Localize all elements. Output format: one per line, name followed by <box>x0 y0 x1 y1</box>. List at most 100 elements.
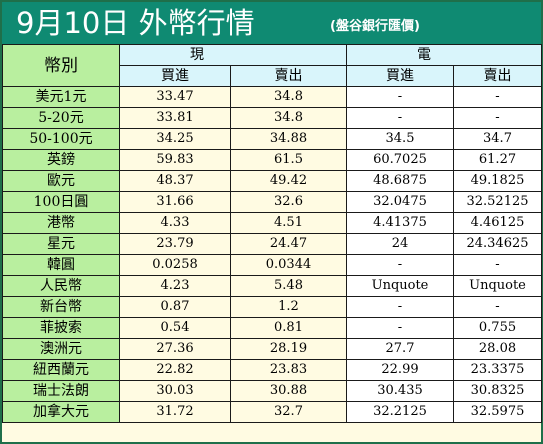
tt-sell-cell: 30.8325 <box>453 380 542 402</box>
header-row-sub: 買進 賣出 買進 賣出 <box>3 65 542 87</box>
tt-buy-cell: - <box>346 296 454 318</box>
tt-sell-cell: Unquote <box>453 275 542 297</box>
tt-buy-cell: 60.7025 <box>346 149 454 171</box>
tt-sell-cell: 28.08 <box>453 338 542 360</box>
cash-sell-cell: 23.83 <box>230 359 347 381</box>
cash-buy-cell: 27.36 <box>119 338 231 360</box>
cash-buy-cell: 0.87 <box>119 296 231 318</box>
tt-sell-cell: 0.755 <box>453 317 542 339</box>
cash-buy-cell: 31.66 <box>119 191 231 213</box>
cash-sell-cell: 49.42 <box>230 170 347 192</box>
currency-name-cell: 港幣 <box>2 212 120 234</box>
cash-sell-cell: 0.0344 <box>230 254 347 276</box>
source-label: (盤谷銀行匯價) <box>330 19 420 34</box>
header-currency: 幣別 <box>2 44 120 87</box>
currency-name-cell: 加拿大元 <box>2 401 120 423</box>
currency-name-cell: 新台幣 <box>2 296 120 318</box>
header-cash-buy: 買進 <box>119 65 231 87</box>
cash-buy-cell: 34.25 <box>119 128 231 150</box>
cash-sell-cell: 32.7 <box>230 401 347 423</box>
currency-name-cell: 美元1元 <box>2 86 120 108</box>
cash-buy-cell: 33.81 <box>119 107 231 129</box>
table-row: 星元 23.79 24.47 24 24.34625 <box>2 233 542 255</box>
currency-name-cell: 歐元 <box>2 170 120 192</box>
table-row: 50-100元 34.25 34.88 34.5 34.7 <box>2 128 542 150</box>
cash-buy-cell: 48.37 <box>119 170 231 192</box>
table-row: 菲披索 0.54 0.81-0.755 <box>2 317 542 339</box>
cash-buy-cell: 31.72 <box>119 401 231 423</box>
cash-buy-cell: 30.03 <box>119 380 231 402</box>
tt-sell-cell: - <box>453 296 542 318</box>
tt-buy-cell: Unquote <box>346 275 454 297</box>
cash-buy-cell: 33.47 <box>119 86 231 108</box>
table-row: 英鎊 59.83 61.5 60.7025 61.27 <box>2 149 542 171</box>
tt-buy-cell: - <box>346 317 454 339</box>
tt-sell-cell: 24.34625 <box>453 233 542 255</box>
currency-name-cell: 5-20元 <box>2 107 120 129</box>
tt-buy-cell: - <box>346 107 454 129</box>
table-row: 紐西蘭元 22.82 23.83 22.99 23.3375 <box>2 359 542 381</box>
table-row: 澳洲元 27.36 28.19 27.7 28.08 <box>2 338 542 360</box>
header-tt-sell: 賣出 <box>453 65 542 87</box>
cash-buy-cell: 4.33 <box>119 212 231 234</box>
cash-buy-cell: 59.83 <box>119 149 231 171</box>
table-row: 歐元 48.37 49.42 48.6875 49.1825 <box>2 170 542 192</box>
cash-buy-cell: 4.23 <box>119 275 231 297</box>
cash-sell-cell: 34.8 <box>230 107 347 129</box>
header-row-group: 幣別 現 鈔 電 匯 <box>2 44 542 87</box>
cash-buy-cell: 22.82 <box>119 359 231 381</box>
title-bar: 9月10日 外幣行情 (盤谷銀行匯價) <box>2 2 541 44</box>
cash-buy-cell: 23.79 <box>119 233 231 255</box>
cash-sell-cell: 5.48 <box>230 275 347 297</box>
tt-buy-cell: 30.435 <box>346 380 454 402</box>
currency-name-cell: 菲披索 <box>2 317 120 339</box>
currency-name-cell: 韓圓 <box>2 254 120 276</box>
currency-name-cell: 英鎊 <box>2 149 120 171</box>
tt-sell-cell: 34.7 <box>453 128 542 150</box>
cash-sell-cell: 0.81 <box>230 317 347 339</box>
table-row: 新台幣 0.87 1.2- - <box>2 296 542 318</box>
tt-sell-cell: 4.46125 <box>453 212 542 234</box>
tt-sell-cell: - <box>453 254 542 276</box>
table-row: 瑞士法朗 30.03 30.88 30.435 30.8325 <box>2 380 542 402</box>
tt-buy-cell: 4.41375 <box>346 212 454 234</box>
table-row: 100日圓 31.66 32.6 32.0475 32.52125 <box>2 191 542 213</box>
currency-name-cell: 100日圓 <box>2 191 120 213</box>
table-row: 人民幣 4.23 5.48 Unquote Unquote <box>2 275 542 297</box>
tt-sell-cell: 61.27 <box>453 149 542 171</box>
header-cash-sell: 賣出 <box>230 65 347 87</box>
tt-buy-cell: 32.2125 <box>346 401 454 423</box>
tt-sell-cell: - <box>453 107 542 129</box>
tt-buy-cell: 27.7 <box>346 338 454 360</box>
table-row: 加拿大元 31.72 32.7 32.2125 32.5975 <box>2 401 542 423</box>
cash-sell-cell: 34.88 <box>230 128 347 150</box>
table-row: 韓圓 0.0258 0.0344- - <box>2 254 542 276</box>
cash-sell-cell: 24.47 <box>230 233 347 255</box>
cash-sell-cell: 1.2 <box>230 296 347 318</box>
table-row: 港幣 4.33 4.51 4.41375 4.46125 <box>2 212 542 234</box>
header-tt-buy: 買進 <box>346 65 454 87</box>
cash-sell-cell: 34.8 <box>230 86 347 108</box>
tt-sell-cell: 32.5975 <box>453 401 542 423</box>
tt-buy-cell: 24 <box>346 233 454 255</box>
header-cash: 現 鈔 <box>119 44 347 66</box>
tt-buy-cell: 32.0475 <box>346 191 454 213</box>
rates-table: 幣別 現 鈔 電 匯 買進 賣出 買進 賣出 美元1元33.4734.8--5-… <box>2 44 542 423</box>
currency-name-cell: 澳洲元 <box>2 338 120 360</box>
table-row: 美元1元 33.47 34.8- - <box>2 86 542 108</box>
currency-name-cell: 人民幣 <box>2 275 120 297</box>
currency-name-cell: 紐西蘭元 <box>2 359 120 381</box>
header-telegraphic: 電 匯 <box>346 44 542 66</box>
cash-sell-cell: 28.19 <box>230 338 347 360</box>
tt-buy-cell: 34.5 <box>346 128 454 150</box>
page-title: 9月10日 外幣行情 <box>16 6 255 40</box>
tt-sell-cell: 32.52125 <box>453 191 542 213</box>
currency-name-cell: 星元 <box>2 233 120 255</box>
cash-buy-cell: 0.0258 <box>119 254 231 276</box>
tt-buy-cell: 48.6875 <box>346 170 454 192</box>
currency-name-cell: 瑞士法朗 <box>2 380 120 402</box>
currency-name-cell: 50-100元 <box>2 128 120 150</box>
tt-sell-cell: - <box>453 86 542 108</box>
table-row: 5-20元 33.81 34.8- - <box>2 107 542 129</box>
